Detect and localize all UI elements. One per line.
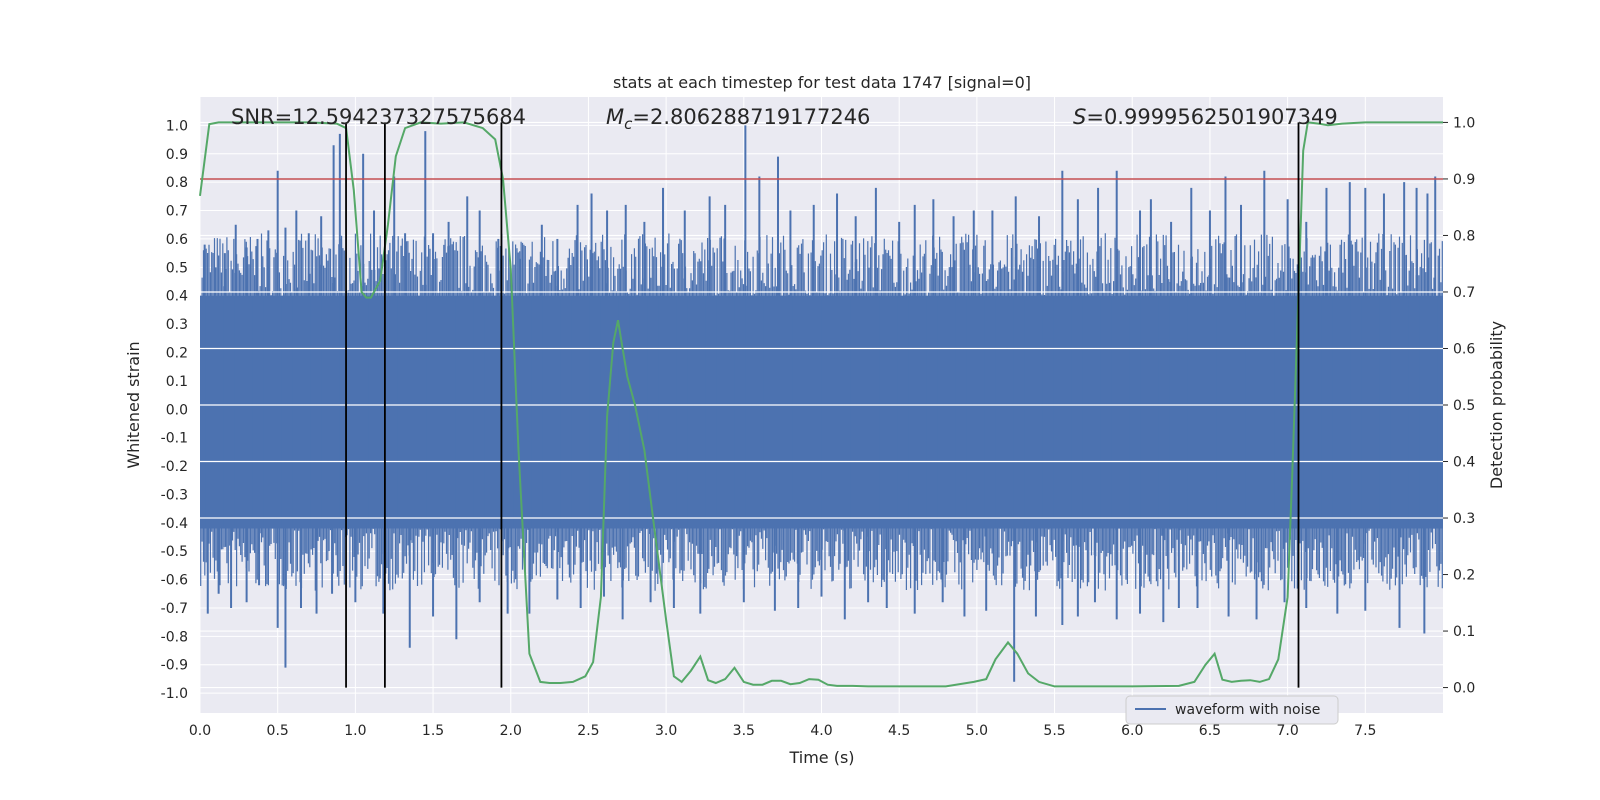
mc-subscript: c bbox=[624, 115, 633, 133]
mc-annotation: Mc=2.806288719177246 bbox=[606, 105, 870, 133]
y-tick-label-right: 0.3 bbox=[1453, 511, 1475, 527]
y-tick-label-right: 0.4 bbox=[1453, 455, 1475, 471]
waveform-series bbox=[200, 125, 1443, 682]
y-tick-label-left: 0.5 bbox=[166, 260, 188, 276]
x-tick-label: 0.5 bbox=[267, 723, 289, 739]
y-axis-label-right: Detection probability bbox=[1487, 321, 1506, 489]
s-annotation: S=0.9999562501907349 bbox=[1073, 105, 1338, 129]
x-tick-label: 3.0 bbox=[655, 723, 677, 739]
y-tick-label-left: 0.4 bbox=[166, 289, 188, 305]
y-tick-label-left: 1.0 bbox=[166, 118, 188, 134]
y-tick-label-left: 0.3 bbox=[166, 317, 188, 333]
waveform-texture bbox=[200, 233, 1443, 591]
x-tick-label: 5.0 bbox=[966, 723, 988, 739]
chart-title: stats at each timestep for test data 174… bbox=[613, 73, 1031, 92]
y-axis-label-left: Whitened strain bbox=[124, 341, 143, 468]
y-tick-label-left: 0.9 bbox=[166, 147, 188, 163]
snr-annotation: SNR=12.594237327575684 bbox=[231, 105, 526, 129]
y-tick-label-left: 0.8 bbox=[166, 175, 188, 191]
legend[interactable]: waveform with noise bbox=[1125, 695, 1339, 725]
x-axis-label: Time (s) bbox=[788, 748, 854, 767]
y-tick-label-right: 0.8 bbox=[1453, 228, 1475, 244]
y-tick-label-right: 1.0 bbox=[1453, 115, 1475, 131]
y-tick-label-left: -0.1 bbox=[161, 431, 188, 447]
x-tick-label: 6.5 bbox=[1199, 723, 1221, 739]
waveform-band bbox=[200, 295, 1443, 529]
y-tick-label-left: -0.9 bbox=[161, 658, 188, 674]
y-tick-label-left: -0.5 bbox=[161, 544, 188, 560]
x-tick-label: 3.5 bbox=[733, 723, 755, 739]
y-tick-label-left: -0.3 bbox=[161, 487, 188, 503]
y-tick-label-left: -0.8 bbox=[161, 629, 188, 645]
y-tick-label-left: 0.6 bbox=[166, 232, 188, 248]
mc-symbol: M bbox=[606, 105, 624, 129]
y-tick-label-left: 0.2 bbox=[166, 345, 188, 361]
x-tick-label: 1.0 bbox=[344, 723, 366, 739]
mc-value: =2.806288719177246 bbox=[632, 105, 870, 129]
x-tick-label: 0.0 bbox=[189, 723, 211, 739]
s-value: =0.9999562501907349 bbox=[1086, 105, 1337, 129]
tick-labels: 0.0 0.5 1.0 1.5 2.0 2.5 3.0 3.5 4.0 4.5 5.0 5.5 6.0 6… bbox=[161, 115, 1476, 739]
y-tick-label-left: -0.4 bbox=[161, 516, 188, 532]
y-tick-label-right: 0.9 bbox=[1453, 172, 1475, 188]
y-tick-label-left: -0.2 bbox=[161, 459, 188, 475]
s-symbol: S bbox=[1073, 105, 1086, 129]
probability-series bbox=[199, 121, 1443, 688]
y-tick-label-right: 0.6 bbox=[1453, 341, 1475, 357]
y-tick-label-left: 0.7 bbox=[166, 204, 188, 220]
y-tick-label-left: 0.1 bbox=[166, 374, 188, 390]
y-tick-label-right: 0.7 bbox=[1453, 285, 1475, 301]
y-tick-label-right: 0.5 bbox=[1453, 398, 1475, 414]
legend-label: waveform with noise bbox=[1175, 702, 1320, 718]
y-tick-label-left: 0.0 bbox=[166, 402, 188, 418]
x-tick-label: 7.0 bbox=[1276, 723, 1298, 739]
x-tick-label: 1.5 bbox=[422, 723, 444, 739]
vertical-markers bbox=[345, 122, 1300, 688]
legend-box bbox=[1125, 695, 1339, 725]
y-tick-label-right: 0.2 bbox=[1453, 568, 1475, 584]
x-tick-label: 4.0 bbox=[810, 723, 832, 739]
x-tick-label: 6.0 bbox=[1121, 723, 1143, 739]
y-tick-label-left: -1.0 bbox=[161, 686, 188, 702]
y-tick-label-right: 0.0 bbox=[1453, 681, 1475, 697]
y-tick-label-right: 0.1 bbox=[1453, 624, 1475, 640]
x-tick-label: 2.0 bbox=[500, 723, 522, 739]
x-tick-label: 7.5 bbox=[1354, 723, 1376, 739]
x-tick-label: 5.5 bbox=[1043, 723, 1065, 739]
x-tick-label: 4.5 bbox=[888, 723, 910, 739]
y-tick-label-left: -0.7 bbox=[161, 601, 188, 617]
y-tick-label-left: -0.6 bbox=[161, 573, 188, 589]
x-tick-label: 2.5 bbox=[577, 723, 599, 739]
probability-line bbox=[199, 121, 1443, 688]
